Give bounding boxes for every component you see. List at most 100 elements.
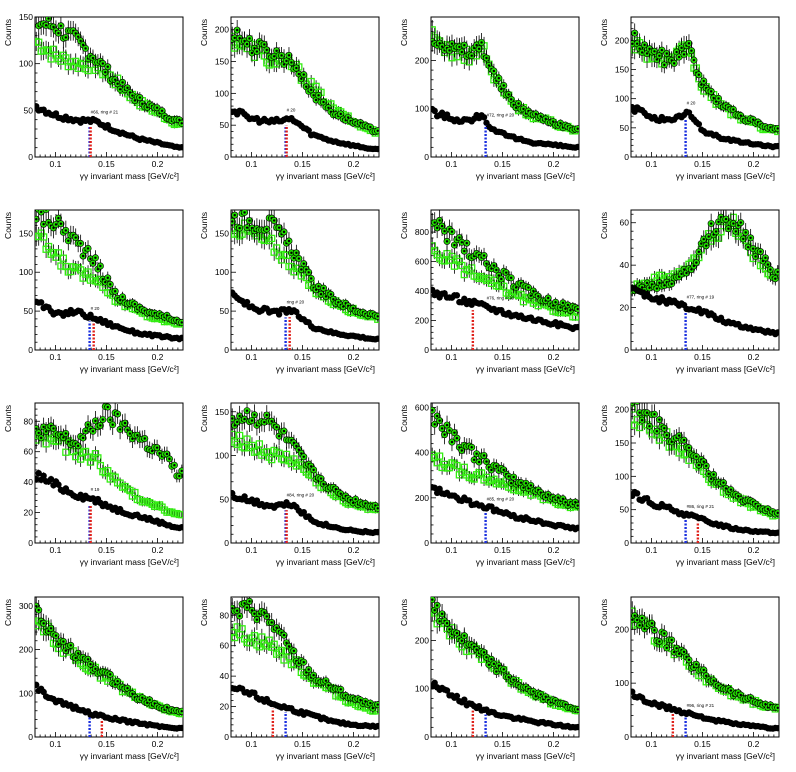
data-point [42,210,50,214]
data-point-center [322,482,325,486]
y-tick-label: 150 [215,57,229,67]
x-tick-label: 0.1 [49,352,61,362]
data-point-center [751,118,755,121]
data-point [450,262,459,270]
data-point-center [682,268,686,271]
plot-frame [430,209,580,351]
data-point-center [81,254,85,258]
data-point-center [645,52,649,55]
data-point [438,109,446,116]
data-point-center [690,49,693,52]
annotation-label: # 20 [287,108,296,113]
y-tick-label: 200 [415,55,429,65]
y-tick-label: 60 [620,218,630,228]
data-point-center [131,94,134,97]
data-point-center [670,282,673,286]
data-point-center [376,507,379,510]
data-point [40,472,47,480]
data-point-center [769,268,772,271]
data-point-center [458,45,461,49]
series-black-dot [431,105,579,151]
data-point [272,244,281,252]
data-point-center [435,226,439,230]
data-point [76,266,85,274]
data-point-center [465,241,468,245]
data-point-center [245,42,249,46]
data-point-center [492,264,496,267]
data-point-center [665,52,668,55]
y-tick-label: 0 [624,152,629,162]
data-layer [35,210,183,350]
data-point-center [680,46,683,50]
y-axis-label: Counts [199,19,209,46]
data-point [253,447,261,455]
data-point-center [576,307,579,311]
data-point [695,120,703,128]
series-black-dot [231,289,379,343]
data-point-center [79,242,82,245]
data-point-center [569,309,572,312]
data-point-center [559,121,562,125]
data-point-center [81,436,85,440]
data-point-center [250,51,254,55]
data-point-center [180,122,183,125]
data-point-center [312,94,315,97]
data-point-center [463,249,466,253]
data-point [656,298,663,306]
data-point-center [700,83,703,86]
data-point-center [645,281,649,285]
data-point-center [35,427,38,430]
data-point-center [700,242,703,245]
x-axis-label: γγ invariant mass [GeV/c²] [676,171,775,181]
data-point-center [126,428,129,431]
data-point-center [477,47,481,51]
data-point-center [143,437,146,440]
data-point [35,469,42,477]
data-point-center [111,423,114,426]
data-point-center [106,405,109,409]
data-point-center [702,79,705,83]
data-point-center [776,270,779,274]
data-point-center [104,71,107,74]
data-point [84,268,92,276]
chart-panel: 0 50 100 150 0.1 0.15 0.2 γγ invariant mass [Ge… [199,209,380,374]
data-point-center [101,62,105,65]
y-tick-label: 100 [19,59,33,69]
data-point-center [231,220,234,223]
data-point-center [245,226,249,229]
marker-lines [284,510,288,543]
marker-lines [284,125,288,157]
data-point-center [470,54,473,57]
data-point-center [282,429,286,433]
data-point [178,334,183,342]
data-point-center [744,231,747,234]
x-tick-label: 0.15 [98,545,115,555]
data-point-center [638,47,641,50]
data-point-center [250,419,254,422]
data-point [448,54,456,62]
data-point-center [351,501,355,505]
annotation-label: #76, ring # 19 [487,295,515,300]
data-point-center [739,114,742,117]
series-green-star [35,12,183,128]
data-point [374,145,379,153]
chart-panel: 0 20 40 60 80 0.1 0.15 0.2 γγ invariant mass [Ge… [3,402,184,567]
x-tick-label: 0.1 [245,352,257,362]
data-point [574,323,579,331]
data-point-center [52,427,55,430]
data-point [178,144,183,151]
y-tick-label: 200 [215,25,229,35]
x-axis-label: γγ invariant mass [GeV/c²] [80,171,179,181]
data-point-center [732,108,735,111]
data-point-center [290,251,293,255]
data-point-center [64,36,68,39]
data-point-center [295,444,298,448]
plot-frame [630,209,780,351]
data-layer [631,210,779,350]
annotation-label: # 20 [91,306,100,311]
data-point-center [59,24,63,27]
data-point [431,107,438,115]
data-point-center [35,12,37,14]
y-tick-label: 50 [220,120,230,130]
data-layer [35,403,183,543]
